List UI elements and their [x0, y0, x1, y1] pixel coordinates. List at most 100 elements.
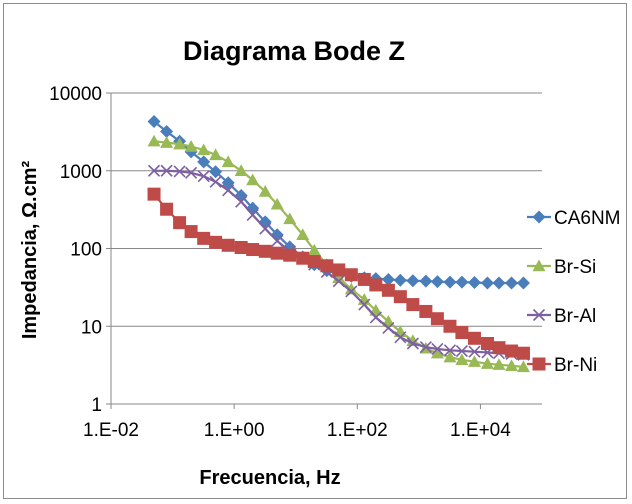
x-tick-labels: 1.E-02 1.E+00 1.E+02 1.E+04 [83, 420, 511, 441]
data-point-br-ni [234, 241, 248, 255]
data-point-br-al [394, 331, 407, 344]
data-point-ca6nm [393, 273, 407, 287]
data-point-ca6nm [419, 274, 433, 288]
data-point-br-al [443, 344, 457, 357]
data-point-br-si [221, 155, 235, 168]
data-point-br-ni [492, 341, 506, 355]
data-point-br-al [419, 340, 432, 354]
data-point-br-ni [332, 263, 346, 277]
data-point-br-al [382, 321, 395, 335]
legend-label-br-al: Br-Al [554, 306, 596, 327]
data-point-ca6nm [160, 124, 174, 138]
series-line-ca6nm [153, 120, 524, 285]
data-point-br-si [296, 228, 310, 241]
legend-marker-br-si [532, 259, 546, 272]
data-point-br-ni [320, 259, 334, 273]
data-point-br-ni [443, 319, 457, 333]
data-point-br-ni [516, 346, 530, 360]
axes [106, 92, 542, 409]
x-tick-label: 1.E-02 [83, 420, 139, 441]
data-point-br-al [369, 311, 382, 324]
legend-label-ca6nm: CA6NM [554, 208, 621, 229]
data-point-br-ni [419, 304, 433, 318]
data-point-br-al [209, 175, 222, 188]
series-br-al [147, 164, 530, 361]
data-point-ca6nm [197, 155, 211, 169]
data-point-br-al [222, 184, 235, 197]
y-tick-label: 1000 [60, 162, 102, 183]
data-point-br-si [234, 164, 248, 176]
data-point-br-ni [393, 290, 407, 304]
data-point-br-si [197, 143, 211, 156]
y-tick-labels: 1 10 100 1000 10000 [49, 84, 102, 416]
legend-label-br-si: Br-Si [554, 257, 596, 278]
data-point-ca6nm [505, 276, 519, 290]
data-point-br-ni [406, 298, 420, 312]
data-point-br-al [246, 208, 259, 222]
data-point-br-ni [505, 344, 519, 358]
data-point-br-al [235, 195, 248, 208]
data-point-br-si [246, 173, 260, 186]
data-point-br-si [505, 359, 519, 371]
data-point-br-si [516, 360, 530, 373]
data-point-ca6nm [480, 276, 494, 290]
data-point-br-ni [209, 235, 223, 249]
data-point-br-ni [296, 251, 310, 265]
data-point-br-ni [455, 326, 469, 340]
series-group [147, 114, 530, 373]
data-point-ca6nm [147, 114, 161, 128]
data-point-br-al [468, 345, 481, 358]
y-tick-label: 1 [91, 395, 102, 416]
data-point-br-si [332, 271, 346, 283]
data-point-ca6nm [455, 275, 469, 289]
data-point-br-ni [480, 336, 494, 350]
data-point-br-ni [160, 202, 174, 216]
data-point-br-al [173, 165, 186, 178]
data-point-br-ni [184, 225, 198, 239]
data-point-br-ni [258, 244, 272, 258]
series-br-ni [147, 187, 530, 360]
data-point-br-si [467, 355, 481, 367]
data-point-br-si [492, 358, 506, 370]
data-point-br-ni [283, 248, 297, 262]
data-point-br-si [307, 243, 321, 256]
data-point-br-si [173, 137, 187, 150]
data-point-br-al [406, 337, 419, 350]
data-point-br-si [209, 148, 223, 161]
legend-marker-br-al [532, 308, 546, 322]
grid-lines [111, 92, 542, 327]
data-point-br-al [197, 170, 210, 183]
data-point-br-ni [344, 268, 358, 282]
data-point-br-al [259, 222, 272, 235]
data-point-br-ni [147, 187, 161, 201]
data-point-br-si [443, 350, 457, 363]
data-point-br-ni [467, 331, 481, 345]
data-point-br-si [455, 353, 469, 366]
y-tick-label: 10000 [49, 84, 102, 105]
data-point-ca6nm [430, 275, 444, 289]
data-point-ca6nm [516, 276, 530, 290]
data-point-br-si [430, 346, 444, 359]
y-axis-title: Impedancia, Ω.cm² [19, 161, 41, 340]
data-point-ca6nm [443, 275, 457, 289]
data-point-ca6nm [467, 276, 481, 290]
x-tick-label: 1.E+04 [450, 420, 511, 441]
data-point-ca6nm [406, 274, 420, 288]
data-point-ca6nm [492, 276, 506, 290]
data-point-br-si [258, 185, 272, 197]
legend-marker-ca6nm [532, 210, 546, 224]
series-ca6nm [147, 114, 530, 290]
legend-label-br-ni: Br-Ni [554, 355, 597, 376]
legend: CA6NM Br-Si Br-Al Br-Ni [527, 208, 621, 376]
data-point-br-si [160, 136, 174, 148]
y-tick-label: 100 [70, 240, 102, 261]
x-tick-label: 1.E+02 [327, 420, 388, 441]
data-point-br-ni [357, 272, 371, 286]
data-point-br-al [185, 166, 198, 179]
x-tick-label: 1.E+00 [204, 420, 265, 441]
data-point-br-si [184, 140, 198, 152]
chart-title: Diagrama Bode Z [183, 36, 405, 66]
data-point-br-ni [381, 283, 395, 297]
data-point-br-al [271, 234, 284, 248]
